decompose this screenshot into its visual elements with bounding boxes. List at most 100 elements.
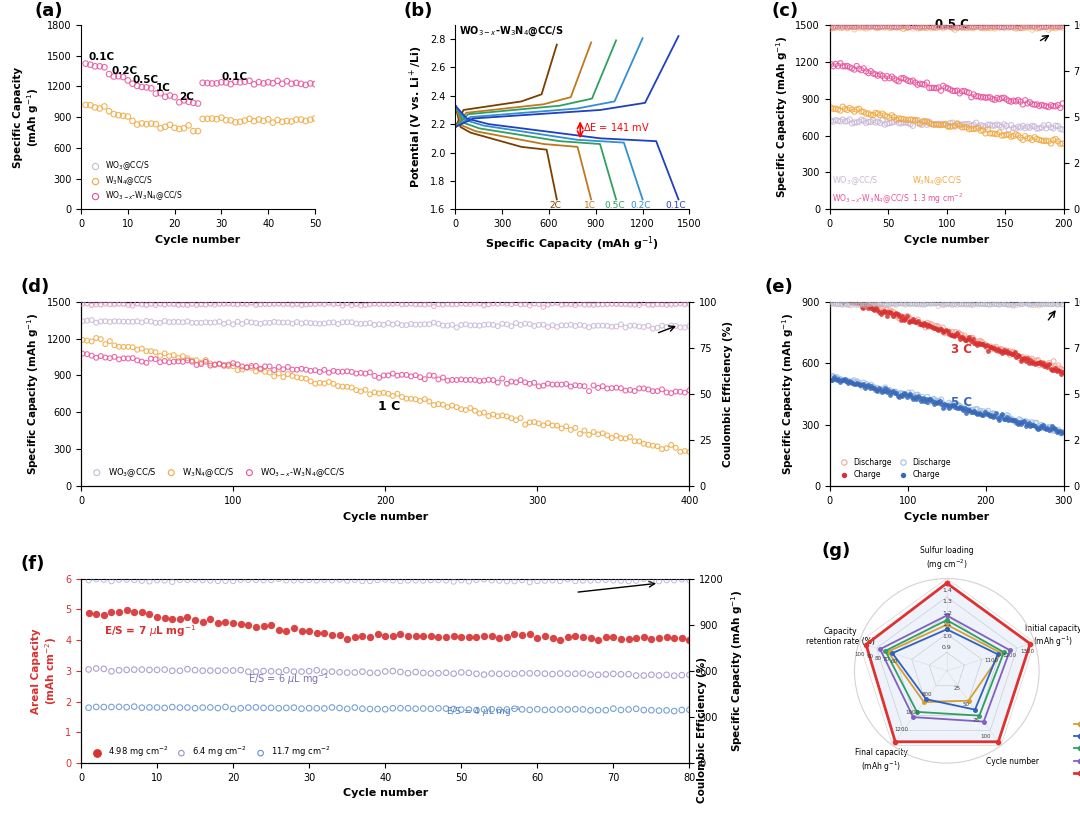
Point (951, 21, 969, 34)
Point (846, 21, 863, 34)
Point (860, 379, 877, 392)
Point (1026, 297, 1043, 310)
Point (202, 700, 219, 714)
Point (475, 668, 492, 681)
Point (285, 665, 302, 678)
Point (498, 410, 515, 423)
Point (1026, 20, 1043, 33)
Point (233, 297, 251, 310)
Point (590, 381, 607, 394)
Point (937, 20, 955, 33)
Point (475, 703, 492, 716)
Point (252, 363, 269, 376)
Point (255, 620, 272, 633)
Point (120, 352, 137, 365)
Point (274, 363, 292, 376)
Point (1014, 298, 1031, 311)
Point (1032, 98, 1050, 111)
Point (995, 343, 1012, 356)
Point (918, 20, 935, 33)
Point (853, 298, 870, 311)
Point (829, 298, 847, 311)
Point (986, 407, 1003, 420)
Point (1047, 100, 1064, 113)
Point (222, 114, 240, 127)
Point (997, 411, 1014, 424)
Point (124, 341, 141, 354)
Point (976, 127, 994, 140)
Point (900, 297, 917, 310)
Point (1022, 419, 1039, 432)
Point (934, 326, 951, 339)
Point (966, 404, 983, 417)
Point (958, 332, 975, 345)
Point (942, 21, 959, 34)
Point (828, 373, 846, 386)
Point (970, 297, 987, 310)
Point (539, 298, 556, 311)
Point (334, 365, 351, 379)
Point (1022, 19, 1039, 32)
Point (951, 332, 969, 346)
Point (73, 347, 91, 361)
Point (188, 297, 205, 310)
Point (179, 701, 197, 714)
Point (321, 316, 338, 329)
Point (866, 304, 883, 317)
Point (635, 704, 652, 717)
Point (325, 316, 342, 329)
Point (848, 21, 865, 34)
Point (1022, 21, 1039, 34)
Point (984, 92, 1001, 106)
Point (840, 297, 858, 310)
Point (206, 299, 224, 312)
Point (247, 573, 265, 587)
Point (987, 407, 1004, 420)
Point (626, 384, 644, 398)
Point (180, 95, 198, 108)
Point (100, 105, 118, 118)
Point (370, 298, 388, 311)
Point (944, 298, 961, 311)
Text: 90: 90 (866, 654, 874, 659)
Point (896, 312, 914, 325)
Point (516, 317, 534, 330)
Point (963, 403, 981, 416)
Point (825, 370, 842, 383)
Point (1002, 119, 1020, 132)
Point (886, 309, 903, 323)
Point (103, 605, 120, 618)
Point (892, 112, 909, 125)
Point (909, 78, 927, 92)
Point (293, 113, 310, 126)
Point (973, 408, 990, 422)
Point (480, 373, 497, 386)
Point (823, 285, 840, 298)
Point (665, 705, 683, 718)
Point (311, 365, 328, 379)
Point (969, 408, 986, 421)
Point (639, 298, 657, 311)
Point (920, 297, 937, 310)
Point (847, 296, 864, 309)
Point (974, 21, 991, 35)
Point (1051, 361, 1068, 375)
Point (994, 343, 1011, 356)
Point (143, 345, 160, 358)
Point (942, 20, 959, 33)
Point (997, 344, 1014, 357)
Point (165, 355, 183, 368)
Point (430, 318, 447, 331)
Point (362, 702, 379, 715)
Point (462, 318, 480, 332)
Point (966, 87, 983, 101)
Point (97, 351, 114, 364)
Point (80, 607, 97, 620)
Point (105, 107, 122, 120)
Point (1003, 347, 1021, 361)
Point (1030, 122, 1048, 135)
Point (1022, 419, 1039, 432)
Point (972, 334, 989, 347)
Point (1030, 299, 1048, 313)
Point (1016, 296, 1034, 309)
